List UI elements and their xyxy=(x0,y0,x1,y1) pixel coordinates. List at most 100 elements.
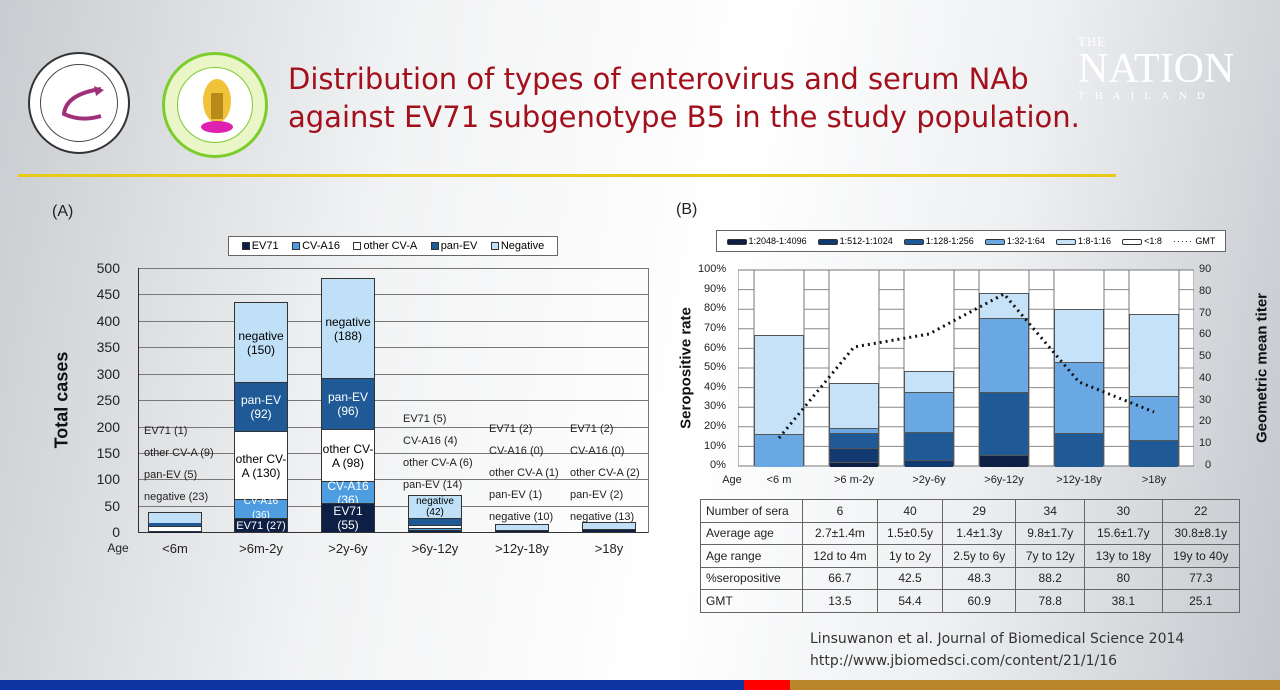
annotation-lt6m: EV71 (1) other CV-A (9) pan-EV (5) negative… xyxy=(144,425,214,503)
x-tick: >12y-18y xyxy=(1056,474,1102,486)
bar-2y-6y: negative (188) pan-EV (96) other CV-A (9… xyxy=(321,278,375,532)
y-tick: 90% xyxy=(704,283,727,295)
y2-tick: 80 xyxy=(1199,285,1212,297)
brand-sub: THAILAND xyxy=(1078,90,1215,102)
title-divider xyxy=(18,174,1116,177)
citation-url[interactable]: http://www.jbiomedsci.com/content/21/1/1… xyxy=(810,653,1118,669)
bar-6m-2y: negative (150) pan-EV (92) other CV-A (1… xyxy=(234,302,288,532)
bar-b-lt6m xyxy=(754,335,804,467)
seg-other-cva: other CV-A (130) xyxy=(235,431,287,499)
sera-table: Number of sera 6 40 29 34 30 22 Average age … xyxy=(700,499,1241,613)
y2-tick: 40 xyxy=(1199,372,1212,384)
bar-12y-18y xyxy=(495,524,549,532)
x-axis xyxy=(138,532,648,533)
y2-tick: 70 xyxy=(1199,307,1212,319)
legend-lt8: <1:8 xyxy=(1122,236,1162,246)
table-row: GMT 13.5 54.4 60.9 78.8 38.1 25.1 xyxy=(700,589,1241,613)
y2-tick: 50 xyxy=(1199,350,1212,362)
y-tick: 10% xyxy=(704,440,727,452)
x-tick: >6 m-2y xyxy=(833,474,875,486)
bar-b-6m-2y xyxy=(829,383,879,467)
x-tick: >18y xyxy=(594,541,624,556)
seg-pan-ev: pan-EV (92) xyxy=(235,382,287,431)
legend-8: 1:8-1:16 xyxy=(1055,236,1111,246)
y-tick: 400 xyxy=(96,313,120,329)
brand-name: NATION xyxy=(1078,46,1235,92)
seg-negative: negative (150) xyxy=(238,328,284,357)
gridline xyxy=(138,506,648,507)
legend-pan-ev: pan-EV xyxy=(430,240,477,252)
seg-ev71: EV71 (55) xyxy=(322,503,374,532)
phra-kiao-crest-icon xyxy=(201,79,233,133)
x-tick: <6 m xyxy=(766,474,792,486)
chulalongkorn-medicine-logo xyxy=(162,52,268,158)
table-row: Average age 2.7±1.4m 1.5±0.5y 1.4±1.3y 9.8… xyxy=(700,521,1241,545)
legend-512: 1:512-1:1024 xyxy=(817,236,893,246)
panel-a-y-axis-label: Total cases xyxy=(51,351,72,449)
virology-center-logo xyxy=(28,52,130,154)
gridline xyxy=(138,453,648,454)
bar-18y xyxy=(582,522,636,532)
seg-cva16: CV-A16 (36) xyxy=(322,479,374,507)
legend-32: 1:32-1:64 xyxy=(984,236,1045,246)
y-tick: 60% xyxy=(704,342,727,354)
y-tick: 100% xyxy=(698,263,727,275)
x-tick: >2y-6y xyxy=(912,474,946,486)
x-tick: >6y-12y xyxy=(984,474,1024,486)
x-tick: >6y-12y xyxy=(411,541,459,556)
footer-bar-red xyxy=(744,680,790,690)
x-tick: >18y xyxy=(1141,474,1167,486)
gridline xyxy=(138,427,648,428)
panel-b-label: (B) xyxy=(676,201,698,218)
seg-cva16: CV-A16 (36) xyxy=(235,496,287,521)
seg-other-cva: other CV-A (98) xyxy=(322,429,374,481)
gridline xyxy=(138,347,648,348)
bar-b-12y-18y xyxy=(1054,309,1104,467)
annotation-18y: EV71 (2) CV-A16 (0) other CV-A (2) pan-EV (… xyxy=(570,423,640,523)
gridline xyxy=(138,374,648,375)
citation-reference: Linsuwanon et al. Journal of Biomedical … xyxy=(810,631,1185,647)
legend-128: 1:128-1:256 xyxy=(903,236,974,246)
y-tick: 40% xyxy=(704,381,727,393)
gmt-line xyxy=(777,292,1155,439)
gridline xyxy=(138,400,648,401)
panel-a-legend: EV71 CV-A16 other CV-A pan-EV Negative xyxy=(228,236,558,256)
y-tick: 80% xyxy=(704,302,727,314)
y2-tick: 60 xyxy=(1199,328,1212,340)
x-tick: >6m-2y xyxy=(239,541,283,556)
panel-b-y2-axis-label: Geometric mean titer xyxy=(1253,292,1271,444)
y-tick: 450 xyxy=(96,286,120,302)
gridline xyxy=(138,294,648,295)
title-line-1: Distribution of types of enterovirus and… xyxy=(288,62,1029,96)
legend-cva16: CV-A16 xyxy=(292,240,340,252)
legend-gmt: ····· GMT xyxy=(1172,236,1216,246)
brand-the: THE xyxy=(1078,34,1107,49)
seg-negative: negative (42) xyxy=(416,496,454,518)
legend-negative: Negative xyxy=(490,240,544,252)
bar-b-18y xyxy=(1129,314,1179,467)
x-tick: >12y-18y xyxy=(495,541,549,556)
panel-a-label: (A) xyxy=(52,203,74,220)
x-tick: >2y-6y xyxy=(328,541,368,556)
y2-tick: 30 xyxy=(1199,394,1212,406)
y-tick: 100 xyxy=(96,471,120,487)
footer-bar-blue xyxy=(0,680,744,690)
citation: Linsuwanon et al. Journal of Biomedical … xyxy=(810,628,1184,672)
nation-thailand-logo: THE NATION THAILAND xyxy=(1078,34,1234,102)
y-tick: 50 xyxy=(104,498,120,514)
y-tick: 150 xyxy=(96,445,120,461)
bar-6y-12y: negative (42) xyxy=(408,495,462,532)
seg-ev71: EV71 (27) xyxy=(235,518,287,532)
y2-tick: 10 xyxy=(1199,437,1212,449)
annotation-12y-18y: EV71 (2) CV-A16 (0) other CV-A (1) pan-EV (… xyxy=(489,423,559,523)
y-tick: 350 xyxy=(96,339,120,355)
y-tick: 50% xyxy=(704,361,727,373)
slide-title: Distribution of types of enterovirus and… xyxy=(288,60,1108,136)
legend-ev71: EV71 xyxy=(241,240,279,252)
panel-b-y-axis-label: Seropositive rate xyxy=(677,307,695,429)
y2-tick: 20 xyxy=(1199,415,1212,427)
bar-b-2y-6y xyxy=(904,371,954,467)
bar-lt6m xyxy=(148,512,202,533)
annotation-6y-12y: EV71 (5) CV-A16 (4) other CV-A (6) pan-EV (… xyxy=(403,413,473,491)
y-tick: 300 xyxy=(96,366,120,382)
